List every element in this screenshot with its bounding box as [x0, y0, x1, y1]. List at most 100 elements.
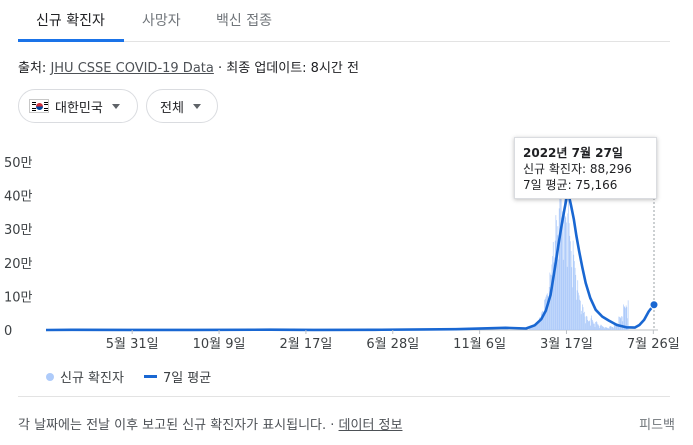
case-bar — [578, 292, 579, 330]
case-bar — [620, 318, 622, 330]
scope-label: 전체 — [160, 100, 184, 116]
case-bar — [545, 296, 547, 330]
feedback-link[interactable]: 피드백 — [639, 418, 675, 433]
chart-tooltip: 2022년 7월 27일 신규 확진자: 88,296 7일 평균: 75,16… — [514, 137, 657, 199]
case-bar — [560, 193, 562, 330]
country-dropdown[interactable]: 대한민국 — [18, 89, 138, 123]
legend-line-icon — [143, 375, 157, 378]
case-bar — [565, 217, 567, 330]
case-bar — [566, 222, 567, 330]
case-bar — [592, 321, 594, 330]
case-bar — [543, 311, 545, 330]
case-bar — [564, 197, 565, 330]
case-bar — [591, 315, 592, 330]
case-bar — [613, 327, 614, 330]
case-bar — [609, 326, 610, 330]
case-bar — [606, 327, 608, 330]
case-bar — [577, 280, 579, 330]
case-bar — [558, 259, 559, 330]
case-bar — [597, 324, 599, 330]
case-bar — [594, 326, 596, 330]
case-bar — [621, 316, 623, 330]
case-bar — [586, 316, 588, 330]
source-link[interactable]: JHU CSSE COVID-19 Data — [50, 61, 214, 76]
case-bar — [607, 327, 609, 330]
case-bar — [529, 327, 530, 330]
cases-chart[interactable]: 50만 40만 30만 20만 10만 0 5월 31일 10월 9일 2월 17일 6월 28… — [0, 140, 693, 360]
case-bar — [563, 211, 565, 330]
case-bar — [546, 294, 547, 330]
case-bar — [534, 324, 535, 330]
case-bar — [616, 323, 618, 330]
case-bar — [594, 323, 595, 330]
case-bar — [553, 262, 555, 330]
tab-bar: 신규 확진자 사망자 백신 접종 — [18, 0, 670, 42]
scope-dropdown[interactable]: 전체 — [146, 89, 218, 123]
case-bar — [593, 323, 594, 330]
data-info-link[interactable]: 데이터 정보 — [338, 418, 403, 433]
case-bar — [566, 266, 568, 330]
tooltip-cases: 신규 확진자: 88,296 — [523, 162, 632, 176]
chevron-down-icon — [111, 103, 120, 109]
case-bar — [619, 317, 621, 330]
case-bar — [574, 261, 575, 330]
x-tick-label: 6월 28일 — [366, 337, 419, 352]
source-line: 출처: JHU CSSE COVID-19 Data · 최종 업데이트: 8시… — [18, 57, 359, 76]
case-bar — [583, 312, 585, 330]
case-bar — [547, 295, 549, 330]
case-bar — [573, 254, 575, 330]
case-bar — [551, 264, 553, 330]
case-bar — [596, 322, 598, 330]
case-bar — [571, 267, 573, 330]
case-bar — [598, 325, 600, 330]
hover-point — [649, 300, 659, 310]
case-bar — [568, 223, 570, 330]
footer-divider — [18, 396, 670, 397]
case-bar — [612, 326, 614, 330]
tab-new-cases[interactable]: 신규 확진자 — [36, 13, 105, 29]
y-tick-label: 20만 — [4, 257, 33, 272]
case-bar — [568, 187, 569, 330]
case-bar — [595, 321, 596, 330]
case-bar — [546, 293, 548, 330]
case-bar — [605, 327, 607, 330]
tooltip-average: 7일 평균: 75,166 — [523, 178, 618, 192]
case-bar — [542, 310, 543, 330]
legend-bars-label: 신규 확진자 — [60, 371, 124, 386]
case-bar — [595, 321, 597, 330]
case-bar — [555, 215, 557, 330]
case-bar — [582, 304, 583, 330]
case-bar — [615, 323, 617, 330]
case-bar — [576, 299, 577, 330]
case-bar — [562, 259, 564, 330]
tab-deaths[interactable]: 사망자 — [142, 13, 181, 29]
case-bar — [590, 318, 592, 330]
case-bar — [586, 315, 587, 330]
case-bar — [538, 317, 540, 330]
case-bar — [537, 322, 539, 330]
case-bar — [564, 216, 566, 330]
case-bar — [604, 327, 606, 330]
case-bar — [552, 256, 553, 330]
tab-vaccinations[interactable]: 백신 접종 — [216, 13, 272, 29]
case-bar — [611, 326, 613, 330]
case-bar — [589, 320, 591, 330]
case-bar — [601, 325, 602, 330]
case-bar — [621, 316, 622, 330]
case-bar — [572, 240, 574, 330]
case-bar — [608, 328, 610, 330]
case-bar — [533, 325, 535, 330]
case-bar — [534, 323, 536, 330]
case-bar — [603, 326, 604, 330]
case-bar — [585, 323, 587, 330]
case-bar — [561, 217, 563, 330]
case-bar — [575, 274, 577, 330]
case-bar — [599, 327, 600, 330]
case-bar — [535, 324, 537, 330]
case-bar — [590, 325, 591, 330]
x-tick-label: 2월 17일 — [279, 337, 332, 352]
case-bar — [531, 327, 532, 330]
case-bar — [592, 319, 593, 330]
case-bar — [576, 290, 578, 330]
case-bar — [572, 287, 573, 330]
